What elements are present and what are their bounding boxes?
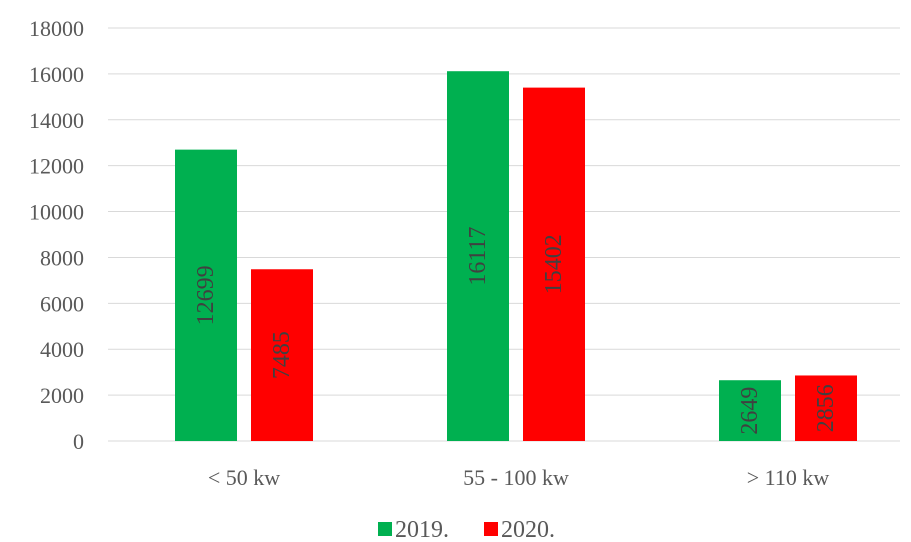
y-tick-label-8000: 8000 xyxy=(40,245,84,270)
bar-2020-3 xyxy=(795,375,857,441)
y-tick-label-4000: 4000 xyxy=(40,337,84,362)
y-tick-label-12000: 12000 xyxy=(29,154,84,179)
data-label-2019-3: 2649 xyxy=(737,387,763,435)
data-labels: 12699 16117 2649 7485 15402 2856 xyxy=(193,227,839,435)
legend-label-2020: 2020. xyxy=(501,517,555,542)
y-tick-label-10000: 10000 xyxy=(29,200,84,225)
x-category-label-2: 55 - 100 kw xyxy=(463,465,569,490)
legend-swatch-2020 xyxy=(484,522,498,536)
x-category-label-1: < 50 kw xyxy=(208,465,280,490)
bar-2020-2 xyxy=(523,87,585,441)
y-tick-label-14000: 14000 xyxy=(29,108,84,133)
bar-2019-3 xyxy=(719,380,781,441)
data-label-2020-2: 15402 xyxy=(541,234,567,294)
data-label-2019-2: 16117 xyxy=(465,227,491,286)
y-tick-label-0: 0 xyxy=(73,429,84,454)
x-axis-category-labels: < 50 kw 55 - 100 kw > 110 kw xyxy=(208,465,829,490)
y-tick-label-18000: 18000 xyxy=(29,16,84,41)
legend-swatch-2019 xyxy=(378,522,392,536)
bar-2019-2 xyxy=(447,71,509,441)
y-axis-tick-labels: 0 2000 4000 6000 8000 10000 12000 14000 16000 180… xyxy=(29,16,84,454)
bar-2020-1 xyxy=(251,269,313,441)
data-label-2020-1: 7485 xyxy=(269,331,295,379)
data-label-2019-1: 12699 xyxy=(193,265,219,325)
x-category-label-3: > 110 kw xyxy=(747,465,830,490)
legend-label-2019: 2019. xyxy=(395,517,449,542)
bar-2019-1 xyxy=(175,149,237,442)
y-tick-label-2000: 2000 xyxy=(40,383,84,408)
legend: 2019. 2020. xyxy=(378,517,555,542)
y-tick-label-16000: 16000 xyxy=(29,62,84,87)
data-label-2020-3: 2856 xyxy=(813,384,839,432)
y-tick-label-6000: 6000 xyxy=(40,291,84,316)
bars xyxy=(175,71,857,442)
